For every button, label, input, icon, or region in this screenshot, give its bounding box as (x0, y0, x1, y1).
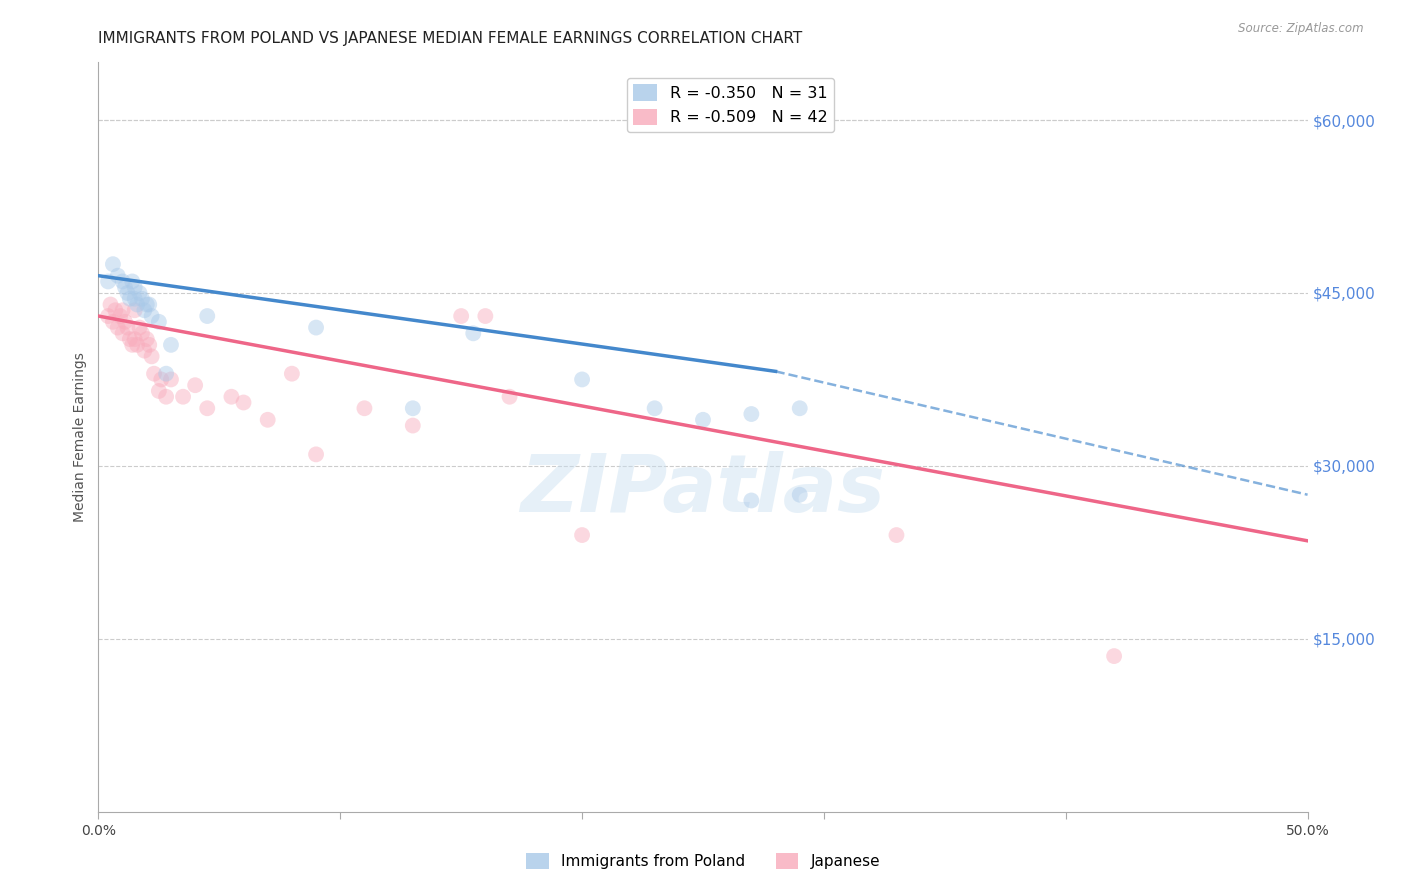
Point (111, 326, 134, 341)
Point (644, 401, 666, 416)
Point (450, 309, 472, 323)
Point (138, 338, 160, 352)
Point (134, 303, 156, 318)
Point (141, 350, 163, 364)
Point (155, 390, 177, 404)
Point (118, 332, 141, 346)
Point (135, 332, 157, 346)
Point (108, 309, 131, 323)
Point (128, 320, 150, 334)
Point (155, 367, 177, 381)
Point (114, 315, 136, 329)
Point (789, 401, 811, 416)
Point (101, 315, 124, 329)
Text: IMMIGRANTS FROM POLAND VS JAPANESE MEDIAN FEMALE EARNINGS CORRELATION CHART: IMMIGRANTS FROM POLAND VS JAPANESE MEDIA… (98, 31, 803, 46)
Point (195, 401, 218, 416)
Point (111, 303, 134, 318)
Point (127, 338, 149, 352)
Legend: R = -0.350   N = 31, R = -0.509   N = 42: R = -0.350 N = 31, R = -0.509 N = 42 (627, 78, 834, 132)
Point (97, 309, 120, 323)
Legend: Immigrants from Poland, Japanese: Immigrants from Poland, Japanese (520, 847, 886, 875)
Point (124, 303, 146, 318)
Point (172, 390, 194, 404)
Point (141, 309, 163, 323)
Point (121, 338, 143, 352)
Point (127, 297, 149, 311)
Point (134, 343, 156, 358)
Point (281, 367, 304, 381)
Point (474, 309, 496, 323)
Point (740, 407, 762, 421)
Point (256, 413, 278, 427)
Point (121, 275, 143, 289)
Point (150, 372, 173, 386)
Text: Source: ZipAtlas.com: Source: ZipAtlas.com (1239, 22, 1364, 36)
Point (101, 257, 124, 271)
Point (117, 285, 139, 300)
Point (353, 401, 375, 416)
Point (131, 326, 153, 341)
Point (221, 390, 243, 404)
Point (740, 493, 762, 508)
Point (148, 315, 170, 329)
Point (571, 528, 593, 542)
Point (402, 418, 425, 433)
Point (124, 332, 146, 346)
Point (138, 297, 160, 311)
Point (118, 292, 141, 306)
Point (184, 378, 207, 392)
Point (160, 338, 183, 352)
Point (107, 320, 129, 334)
Point (100, 297, 122, 311)
Y-axis label: Median Female Earnings: Median Female Earnings (73, 352, 87, 522)
Point (1102, 649, 1125, 664)
Point (195, 309, 218, 323)
Point (886, 528, 908, 542)
Point (789, 488, 811, 502)
Text: ZIPatlas: ZIPatlas (520, 450, 886, 529)
Point (128, 285, 150, 300)
Point (305, 320, 328, 334)
Point (124, 292, 146, 306)
Point (498, 390, 520, 404)
Point (143, 367, 166, 381)
Point (160, 372, 183, 386)
Point (571, 372, 593, 386)
Point (117, 320, 139, 334)
Point (104, 303, 127, 318)
Point (124, 280, 146, 294)
Point (692, 413, 714, 427)
Point (131, 292, 153, 306)
Point (402, 401, 425, 416)
Point (148, 384, 170, 398)
Point (107, 268, 129, 283)
Point (97, 275, 120, 289)
Point (305, 447, 328, 461)
Point (463, 326, 485, 341)
Point (135, 297, 157, 311)
Point (232, 395, 254, 409)
Point (114, 280, 136, 294)
Point (111, 275, 134, 289)
